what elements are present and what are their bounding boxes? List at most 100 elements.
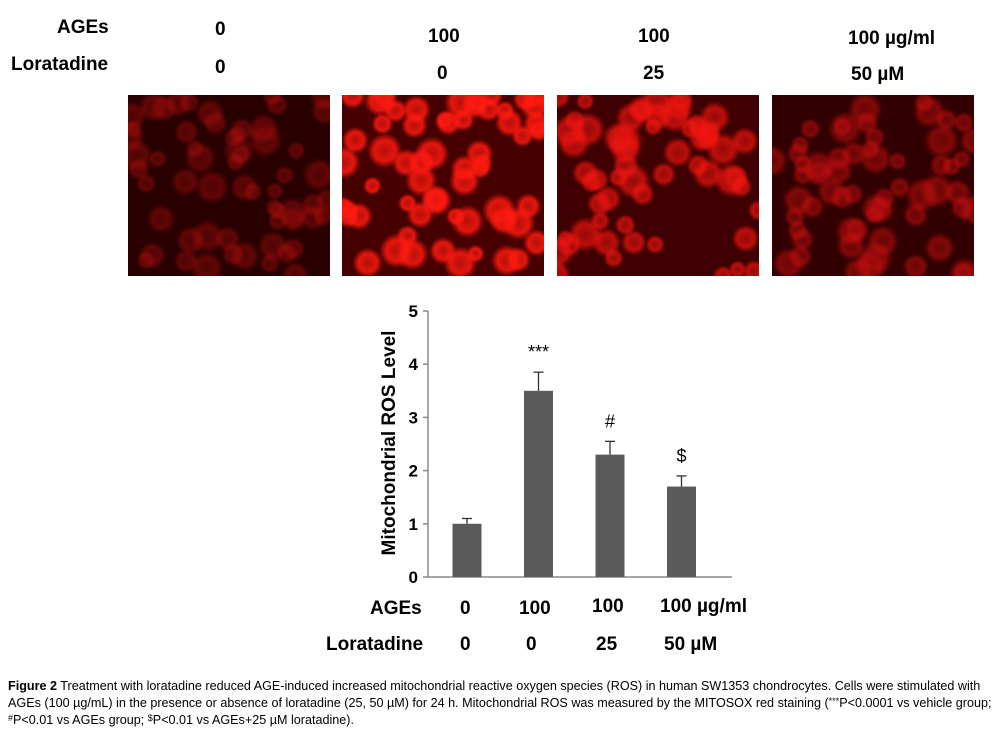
cell-blob <box>342 126 370 155</box>
cell-blob <box>662 95 694 123</box>
cell-blob <box>342 95 366 110</box>
cell-blob <box>842 256 874 276</box>
cell-blob <box>276 196 309 229</box>
caption-text-4: P<0.01 vs AGEs+25 µM loratadine). <box>152 713 354 727</box>
cell-blob <box>189 251 224 276</box>
cell-blob <box>799 118 821 140</box>
cell-blob <box>557 114 587 149</box>
caption-sup-2: # <box>8 713 14 723</box>
cell-blob <box>941 156 962 177</box>
cell-blob <box>225 152 246 173</box>
cell-blob <box>863 126 886 149</box>
cell-blob <box>265 182 284 201</box>
significance-label: *** <box>528 342 549 362</box>
cell-blob <box>242 182 263 202</box>
cell-blob <box>557 95 571 109</box>
cell-blob <box>772 247 806 276</box>
micrograph-ages-loratadine-50 <box>772 95 974 276</box>
cell-blob <box>344 202 373 231</box>
cell-blob <box>651 161 677 187</box>
micrograph-ages <box>342 95 544 276</box>
cell-blob <box>202 110 228 136</box>
cell-blob <box>840 182 864 206</box>
cell-blob <box>175 225 206 256</box>
cell-blob <box>620 229 647 256</box>
cell-blob <box>731 224 759 253</box>
cell-blob <box>312 206 330 228</box>
header-ages-label: AGEs <box>57 17 109 38</box>
cell-blob <box>264 197 285 218</box>
cell-blob <box>414 136 450 172</box>
cell-blob <box>575 95 595 111</box>
cell-blob <box>383 98 408 123</box>
cell-blob <box>287 141 306 161</box>
cell-blob <box>557 261 571 276</box>
header-ages-value-1: 0 <box>215 19 226 40</box>
header-loratadine-label: Loratadine <box>11 54 109 75</box>
header-loratadine-value-2: 0 <box>437 63 448 84</box>
cell-blob <box>590 210 611 232</box>
cell-blob <box>228 124 248 145</box>
cell-blob <box>505 246 531 273</box>
cell-blob <box>662 137 694 168</box>
xrow-ages-value-1: 0 <box>460 598 471 619</box>
cell-blob <box>840 140 867 167</box>
cell-blob <box>902 253 930 276</box>
figure-label: Figure 2 <box>8 679 57 693</box>
cell-blob <box>859 141 893 175</box>
bar-chart: *** # $ 0 1 2 3 4 5 Mitochondrial ROS Level <box>379 302 732 587</box>
cell-blob <box>367 133 403 169</box>
cell-blob <box>183 141 217 175</box>
cell-blob <box>315 187 330 213</box>
cell-blob <box>479 95 504 108</box>
cell-blob <box>146 204 176 234</box>
cell-blob <box>302 157 330 192</box>
cell-blob <box>835 215 867 247</box>
cell-blob <box>902 201 929 228</box>
y-tick-label: 5 <box>409 302 418 321</box>
y-tick-label: 2 <box>409 462 418 481</box>
micrograph-ages-loratadine-25 <box>557 95 759 276</box>
cell-blob <box>790 135 811 155</box>
cell-blob <box>174 119 200 145</box>
cell-blob <box>170 167 201 197</box>
cell-blob <box>722 164 749 191</box>
caption-sup-1: *** <box>828 696 840 706</box>
cell-blob <box>612 152 640 180</box>
cell-blob <box>923 122 960 159</box>
cell-blob <box>450 204 484 238</box>
cell-blob <box>515 193 542 220</box>
cell-blob <box>827 110 863 147</box>
cell-blob <box>401 95 432 125</box>
cell-blob <box>444 95 480 120</box>
cell-blob <box>405 164 438 197</box>
cell-blob <box>712 265 734 276</box>
cell-blob <box>943 178 972 207</box>
cell-blob <box>309 95 330 112</box>
y-axis-label: Mitochondrial ROS Level <box>379 331 400 556</box>
cell-blob <box>397 193 418 213</box>
cell-blob <box>194 169 230 205</box>
header-ages-value-2: 100 <box>428 26 460 47</box>
cell-blob <box>247 122 283 158</box>
header-loratadine-value-4: 50 µM <box>851 64 905 85</box>
cell-blob <box>692 157 724 190</box>
xrow-ages-value-2: 100 <box>519 598 551 619</box>
bar <box>595 454 625 577</box>
cell-blob <box>772 144 788 177</box>
xrow-loratadine-value-1: 0 <box>460 634 471 655</box>
significance-label: # <box>605 411 615 431</box>
cell-blob <box>866 224 899 258</box>
cell-blob <box>164 95 193 118</box>
bar <box>667 486 696 577</box>
caption-text-1: Treatment with loratadine reduced AGE-in… <box>8 679 981 710</box>
cell-blob <box>687 116 710 139</box>
xrow-loratadine-value-3: 25 <box>596 634 618 655</box>
cell-blob <box>135 173 157 194</box>
y-tick-label: 1 <box>409 515 418 534</box>
cell-blob <box>494 108 524 138</box>
cell-blob <box>128 100 148 132</box>
cell-blob <box>924 232 956 264</box>
cell-blob <box>912 95 947 129</box>
cell-blob <box>864 203 886 225</box>
